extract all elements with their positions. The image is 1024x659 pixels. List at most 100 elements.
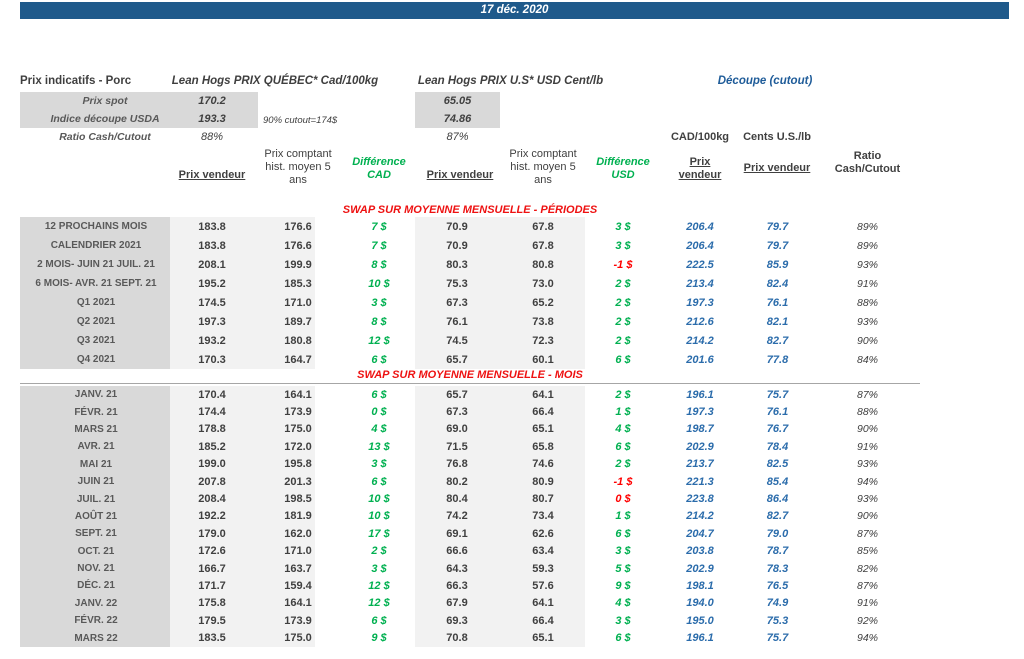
cell-ratio-cash-cutout: 91% [856, 440, 878, 453]
cell-ratio-cash-cutout: 87% [856, 527, 878, 540]
col-header-prix-vendeur-cutout-us: Prix vendeur [743, 162, 811, 174]
row-label: JUIN 21 [77, 476, 115, 488]
cell-cutout-us: 79.0 [766, 527, 789, 540]
cell-difference-usd: 3 $ [615, 614, 631, 627]
cell-cutout-us: 75.7 [766, 388, 789, 401]
col-header-prix-vendeur-usd: Prix vendeur [426, 169, 494, 181]
cell-cutout-cad: 197.3 [686, 296, 714, 309]
cell-prix-vendeur-usd: 76.8 [446, 458, 468, 471]
row-label: FÉVR. 22 [74, 615, 118, 627]
cell-cutout-us: 79.7 [766, 239, 789, 252]
cell-prix-vendeur-cad: 172.6 [198, 545, 226, 558]
cell-difference-cad: 6 $ [371, 475, 387, 488]
row-label: MARS 22 [74, 632, 118, 644]
cell-cutout-us: 75.7 [766, 632, 789, 645]
cell-difference-usd: 6 $ [615, 527, 631, 540]
cell-cutout-cad: 198.1 [686, 579, 714, 592]
cell-cutout-cad: 204.7 [686, 527, 714, 540]
cell-difference-cad: 0 $ [371, 406, 387, 419]
cell-prix-comptant-cad: 171.0 [284, 545, 312, 558]
cell-prix-comptant-usd: 57.6 [532, 579, 554, 592]
cell-cutout-us: 82.7 [766, 510, 789, 523]
cell-difference-usd: 4 $ [615, 597, 631, 610]
cell-prix-vendeur-usd: 67.9 [446, 597, 468, 610]
cell-prix-comptant-usd: 65.1 [532, 423, 554, 436]
cell-difference-usd: -1 $ [613, 258, 633, 271]
cell-prix-vendeur-usd: 74.2 [446, 510, 468, 523]
cell-cutout-us: 82.1 [766, 315, 789, 328]
months-label-band [20, 386, 172, 647]
cell-prix-vendeur-cad: 170.4 [198, 388, 226, 401]
cell-prix-vendeur-usd: 80.2 [446, 475, 468, 488]
table-row: Q1 2021 174.5 171.0 3 $ 67.3 65.2 2 $ 197.3 76.1… [20, 293, 920, 312]
cell-prix-comptant-usd: 73.0 [532, 277, 554, 290]
cell-prix-vendeur-cad: 183.8 [198, 239, 226, 252]
row-label: NOV. 21 [77, 563, 115, 575]
table-row: OCT. 21 172.6 171.0 2 $ 66.6 63.4 3 $ 203.8 78.7… [20, 543, 920, 560]
cell-difference-cad: 10 $ [368, 493, 390, 506]
cell-prix-vendeur-cad: 171.7 [198, 579, 226, 592]
cell-prix-comptant-cad: 175.0 [284, 423, 312, 436]
cell-difference-cad: 12 $ [368, 597, 390, 610]
cell-difference-cad: 6 $ [371, 614, 387, 627]
spot-row-label: Prix spot [82, 95, 128, 107]
cell-ratio-cash-cutout: 93% [856, 258, 878, 271]
cell-prix-vendeur-usd: 75.3 [446, 277, 468, 290]
cell-prix-comptant-usd: 67.8 [532, 239, 554, 252]
col-header-prix-vendeur-cad: Prix vendeur [178, 169, 246, 181]
cell-prix-vendeur-usd: 65.7 [446, 353, 468, 366]
cell-prix-vendeur-usd: 66.3 [446, 579, 468, 592]
cell-ratio-cash-cutout: 82% [856, 562, 878, 575]
cell-prix-comptant-usd: 66.4 [532, 614, 554, 627]
col-header-prix-comptant-cad: Prix comptant hist. moyen 5 ans [264, 148, 332, 186]
row-label: DÉC. 21 [77, 580, 115, 592]
ratio-row-label: Ratio Cash/Cutout [59, 131, 151, 143]
cell-prix-vendeur-cad: 199.0 [198, 458, 226, 471]
row-label: JANV. 22 [74, 597, 118, 609]
cell-prix-comptant-usd: 62.6 [532, 527, 554, 540]
cell-prix-vendeur-usd: 67.3 [446, 296, 468, 309]
months-table: JANV. 21 170.4 164.1 6 $ 65.7 64.1 2 $ 196.1 75.… [20, 386, 920, 647]
table-row: 2 MOIS- JUIN 21 JUIL. 21 208.1 199.9 8 $ 80.… [20, 255, 920, 274]
row-label: AOÛT 21 [74, 510, 118, 522]
cell-cutout-us: 78.4 [766, 440, 789, 453]
table-row: JUIL. 21 208.4 198.5 10 $ 80.4 80.7 0 $ 223.8 86… [20, 490, 920, 507]
cell-difference-cad: 13 $ [368, 440, 390, 453]
cell-cutout-cad: 212.6 [686, 315, 714, 328]
cell-cutout-cad: 202.9 [686, 440, 714, 453]
cell-ratio-cash-cutout: 90% [856, 423, 878, 436]
us-section-title: Lean Hogs PRIX U.S* USD Cent/lb [417, 75, 604, 87]
cell-ratio-cash-cutout: 87% [856, 388, 878, 401]
cell-cutout-us: 74.9 [766, 597, 789, 610]
cell-ratio-cash-cutout: 92% [856, 614, 878, 627]
periods-table: 12 PROCHAINS MOIS 183.8 176.6 7 $ 70.9 67.8 3 … [20, 217, 920, 369]
cell-cutout-us: 78.3 [766, 562, 789, 575]
cell-cutout-cad: 196.1 [686, 632, 714, 645]
table-row: DÉC. 21 171.7 159.4 12 $ 66.3 57.6 9 $ 198.1 76.… [20, 577, 920, 594]
section-separator-line [20, 383, 920, 384]
cell-prix-comptant-cad: 173.9 [284, 406, 312, 419]
cell-prix-comptant-usd: 74.6 [532, 458, 554, 471]
row-label: Q4 2021 [76, 354, 116, 365]
cell-prix-comptant-usd: 80.8 [532, 258, 554, 271]
cell-prix-comptant-cad: 180.8 [284, 334, 312, 347]
table-row: 6 MOIS- AVR. 21 SEPT. 21 195.2 185.3 10 $ 75… [20, 274, 920, 293]
col-header-cad100kg: CAD/100kg [670, 131, 730, 143]
cell-cutout-us: 82.7 [766, 334, 789, 347]
cell-prix-vendeur-cad: 178.8 [198, 423, 226, 436]
cell-prix-comptant-cad: 176.6 [284, 220, 312, 233]
row-label: OCT. 21 [77, 545, 115, 557]
cell-prix-vendeur-usd: 69.0 [446, 423, 468, 436]
cell-ratio-cash-cutout: 89% [856, 239, 878, 252]
cell-cutout-us: 76.1 [766, 406, 789, 419]
cell-difference-usd: 1 $ [615, 406, 631, 419]
col-header-difference-usd: Différence USD [596, 156, 650, 181]
ratio-usd-value: 87% [446, 131, 469, 143]
cell-prix-vendeur-usd: 64.3 [446, 562, 468, 575]
cutout-note: 90% cutout=174$ [263, 115, 338, 126]
cell-prix-vendeur-cad: 193.2 [198, 334, 226, 347]
spot-usd-block [415, 92, 500, 128]
cell-prix-comptant-usd: 73.8 [532, 315, 554, 328]
cell-cutout-us: 78.7 [766, 545, 789, 558]
cell-ratio-cash-cutout: 90% [856, 510, 878, 523]
